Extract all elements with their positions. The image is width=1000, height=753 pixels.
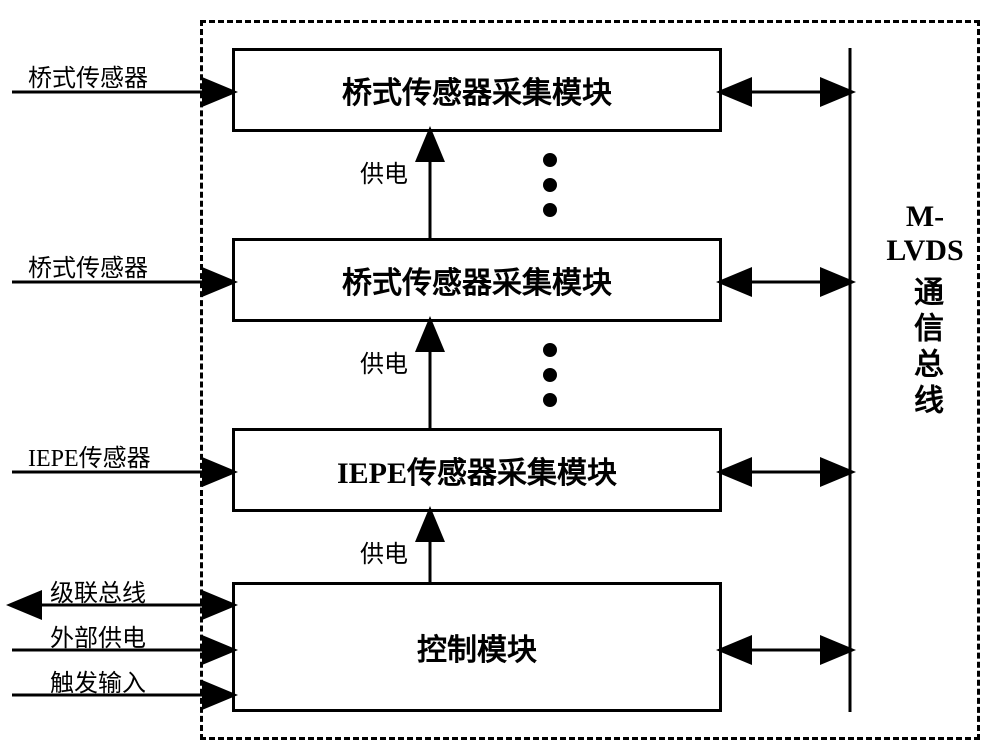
diagram-canvas: 桥式传感器采集模块 桥式传感器采集模块 IEPE传感器采集模块 控制模块 桥式传… xyxy=(0,0,1000,753)
supply-label-1: 供电 xyxy=(360,154,408,189)
supply-label-3: 供电 xyxy=(360,534,408,569)
bus-label: M-LVDS 通信总线 xyxy=(880,200,970,428)
control-module: 控制模块 xyxy=(232,582,722,712)
bridge-module-1: 桥式传感器采集模块 xyxy=(232,48,722,132)
ext-power-label: 外部供电 xyxy=(50,618,146,653)
iepe-module: IEPE传感器采集模块 xyxy=(232,428,722,512)
bridge-module-2-label: 桥式传感器采集模块 xyxy=(342,258,612,302)
bridge-sensor-1-label: 桥式传感器 xyxy=(28,58,148,93)
cascade-bus-label: 级联总线 xyxy=(50,573,146,608)
control-module-label: 控制模块 xyxy=(417,625,537,669)
bridge-sensor-2-label: 桥式传感器 xyxy=(28,248,148,283)
iepe-module-label: IEPE传感器采集模块 xyxy=(337,448,617,492)
bus-label-head: M-LVDS xyxy=(880,200,970,268)
supply-label-2: 供电 xyxy=(360,344,408,379)
bus-label-tail: 通信总线 xyxy=(903,276,947,420)
trigger-in-label: 触发输入 xyxy=(50,663,146,698)
iepe-sensor-label: IEPE传感器 xyxy=(28,438,151,473)
bridge-module-1-label: 桥式传感器采集模块 xyxy=(342,68,612,112)
bridge-module-2: 桥式传感器采集模块 xyxy=(232,238,722,322)
